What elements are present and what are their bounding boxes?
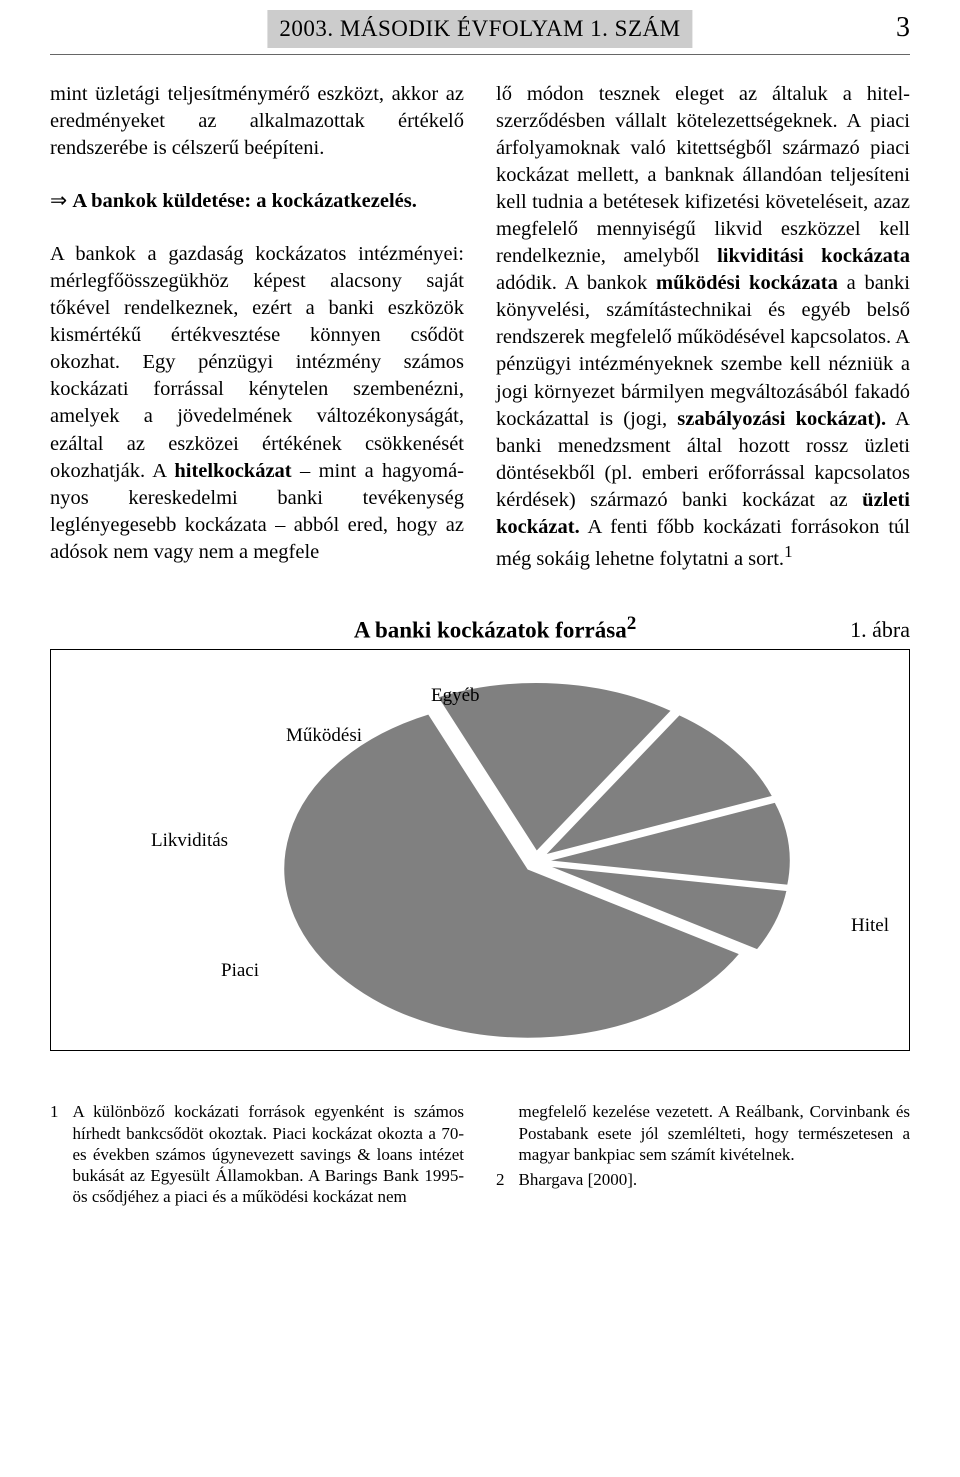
footnote-1-cont: megfelelő kezelése vezetett. A Reálbank,…: [496, 1101, 910, 1165]
figure-block: A banki kockázatok forrása2 1. ábra Hite…: [50, 613, 910, 1052]
pie-label-egyéb: Egyéb: [431, 685, 480, 707]
body-columns: mint üzletági teljesítménymérő eszközt, …: [50, 81, 910, 573]
pie-label-piaci: Piaci: [221, 960, 259, 982]
para-risk: A bankok a gazdaság kockázatos intéz­mén…: [50, 241, 464, 566]
pie-chart: Hitel Piaci Likviditás Működési Egyéb: [50, 649, 910, 1051]
right-column: lő módon tesznek eleget az általuk a hit…: [496, 81, 910, 573]
footnote-1: 1 A különböző kockázati források egyenké…: [50, 1101, 464, 1207]
header-title: 2003. MÁSODIK ÉVFOLYAM 1. SZÁM: [267, 10, 692, 48]
left-column: mint üzletági teljesítménymérő eszközt, …: [50, 81, 464, 573]
pie-label-hitel: Hitel: [851, 915, 889, 937]
footnote-col-right: megfelelő kezelése vezetett. A Reálbank,…: [496, 1101, 910, 1211]
page: 2003. MÁSODIK ÉVFOLYAM 1. SZÁM 3 mint üz…: [0, 0, 960, 1242]
pie-label-működési: Működési: [286, 725, 362, 747]
figure-label: 1. ábra: [850, 617, 910, 643]
page-header: 2003. MÁSODIK ÉVFOLYAM 1. SZÁM 3: [50, 10, 910, 55]
footnote-2: 2 Bhargava [2000].: [496, 1169, 910, 1190]
pie-label-likviditás: Likviditás: [151, 830, 228, 852]
footnotes: 1 A különböző kockázati források egyenké…: [50, 1101, 910, 1211]
para-intro: mint üzletági teljesítménymérő eszközt, …: [50, 81, 464, 162]
figure-title: A banki kockázatok forrása2: [140, 613, 850, 644]
footnote-col-left: 1 A különböző kockázati források egyenké…: [50, 1101, 464, 1211]
page-number: 3: [896, 12, 910, 44]
figure-header: A banki kockázatok forrása2 1. ábra: [50, 613, 910, 644]
para-mission: ⇒ A bankok küldetése: a kockázatke­zelés…: [50, 188, 464, 215]
para-risk-cont: lő módon tesznek eleget az általuk a hit…: [496, 81, 910, 573]
